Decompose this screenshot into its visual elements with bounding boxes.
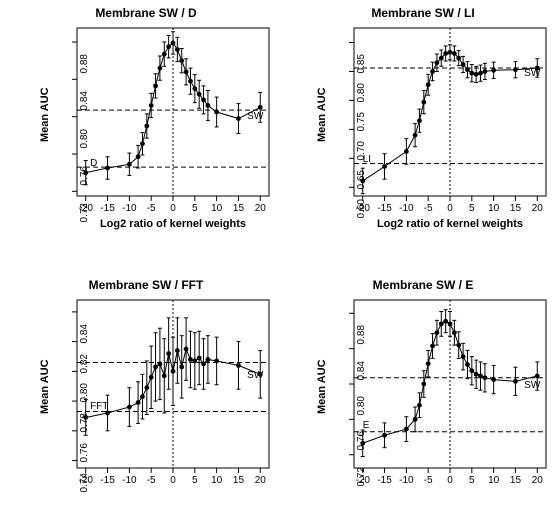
ytick: 0.80 <box>79 383 90 407</box>
xtick: 20 <box>246 475 274 486</box>
ytick: 0.76 <box>79 166 90 190</box>
ylabel: Mean AUC <box>316 359 328 414</box>
ytick: 0.84 <box>79 91 90 115</box>
inplot-label: SW <box>524 380 540 391</box>
ytick: 0.84 <box>79 324 90 348</box>
ylabel: Mean AUC <box>316 87 328 142</box>
ytick: 0.65 <box>356 170 367 194</box>
ytick: 0.82 <box>79 354 90 378</box>
inplot-label: D <box>90 158 97 169</box>
ytick: 0.85 <box>356 54 367 78</box>
xlabel: Log2 ratio of kernel weights <box>77 218 269 230</box>
panel-sw_li: Membrane SW / LI-20-15-10-5051015200.600… <box>292 6 554 256</box>
ytick: 0.72 <box>356 467 367 491</box>
inplot-label: LI <box>363 154 371 165</box>
ylabel: Mean AUC <box>39 87 51 142</box>
inplot-label: SW <box>524 68 540 79</box>
panel-sw_fft: Membrane SW / FFT-20-15-10-5051015200.74… <box>15 278 277 528</box>
xlabel: Log2 ratio of kernel weights <box>354 218 546 230</box>
ytick: 0.76 <box>79 443 90 467</box>
ylabel: Mean AUC <box>39 359 51 414</box>
ytick: 0.74 <box>79 473 90 497</box>
ytick: 0.80 <box>356 396 367 420</box>
panel-sw_d: Membrane SW / D-20-15-10-5051015200.720.… <box>15 6 277 256</box>
inplot-label: FFT <box>90 401 108 412</box>
inplot-label: E <box>363 420 370 431</box>
xtick: 20 <box>246 203 274 214</box>
inplot-label: SW <box>247 111 263 122</box>
ytick: 0.76 <box>356 431 367 455</box>
figure-root: Membrane SW / D-20-15-10-5051015200.720.… <box>0 0 554 524</box>
panel-sw_e: Membrane SW / E-20-15-10-5051015200.720.… <box>292 278 554 528</box>
ytick: 0.75 <box>356 112 367 136</box>
xtick: 20 <box>523 475 551 486</box>
ytick: 0.88 <box>356 325 367 349</box>
xtick: 20 <box>523 203 551 214</box>
ytick: 0.78 <box>79 413 90 437</box>
ytick: 0.88 <box>79 54 90 78</box>
ytick: 0.84 <box>356 361 367 385</box>
inplot-label: SW <box>247 370 263 381</box>
ytick: 0.80 <box>356 83 367 107</box>
ytick: 0.80 <box>79 129 90 153</box>
